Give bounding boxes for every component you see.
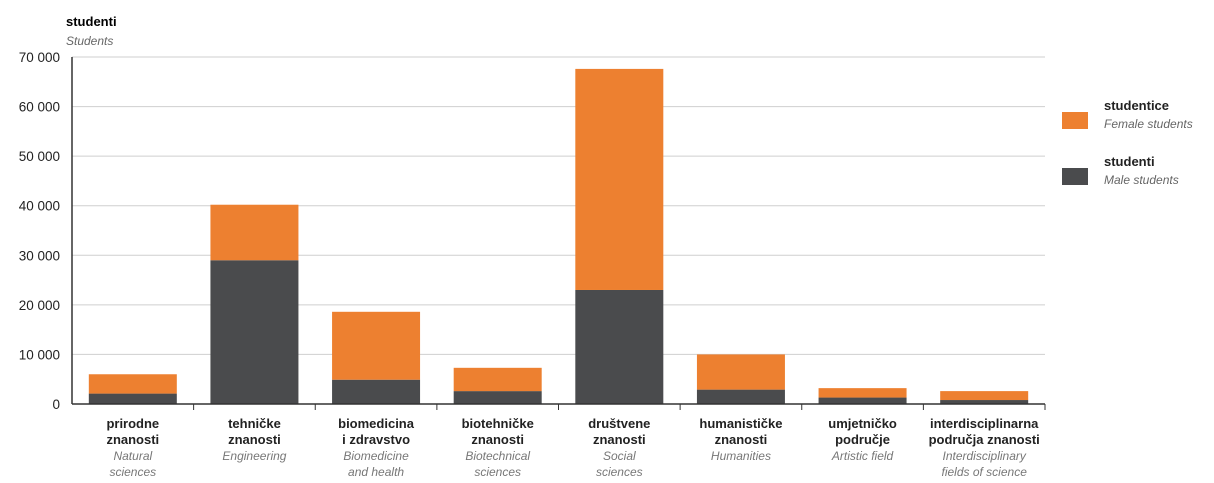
category-sublabel: sciences — [474, 465, 521, 479]
bar-female — [818, 388, 907, 398]
category-label: područja znanosti — [929, 432, 1040, 447]
bar-male — [453, 391, 542, 404]
category-label: društvene — [588, 416, 650, 431]
bar-male — [210, 260, 299, 404]
y-tick-label: 0 — [52, 397, 60, 412]
bars — [88, 68, 1029, 404]
category-label: područje — [835, 432, 890, 447]
axes — [71, 57, 1046, 410]
bar-female — [332, 311, 421, 380]
bar-female — [696, 354, 785, 390]
legend-label: studentice — [1104, 98, 1169, 113]
category-label: biomedicina — [338, 416, 415, 431]
category-sublabel: Biomedicine — [343, 449, 409, 463]
category-sublabel: Humanities — [711, 449, 771, 463]
legend-swatch — [1062, 112, 1088, 129]
y-tick-label: 70 000 — [19, 50, 60, 65]
category-sublabel: Biotechnical — [465, 449, 530, 463]
category-label: interdisciplinarna — [930, 416, 1039, 431]
y-axis-subtitle: Students — [66, 34, 113, 48]
legend-label: studenti — [1104, 154, 1155, 169]
bar-female — [88, 374, 177, 394]
legend-sublabel: Male students — [1104, 173, 1179, 187]
bar-female — [453, 367, 542, 392]
bar-male — [88, 393, 177, 404]
category-label: znanosti — [593, 432, 646, 447]
category-label: tehničke — [228, 416, 281, 431]
y-tick-label: 60 000 — [19, 100, 60, 115]
x-axis-categories: prirodneznanostiNaturalsciencestehničkez… — [106, 416, 1039, 479]
bar-male — [940, 400, 1029, 404]
bar-female — [940, 391, 1029, 401]
bar-male — [332, 379, 421, 404]
legend: studentice Female students studenti Male st… — [1062, 98, 1193, 187]
category-sublabel: and health — [348, 465, 404, 479]
y-tick-label: 10 000 — [19, 347, 60, 362]
y-axis-title: studenti — [66, 14, 117, 29]
category-sublabel: Natural — [113, 449, 152, 463]
y-tick-label: 40 000 — [19, 199, 60, 214]
y-tick-label: 50 000 — [19, 149, 60, 164]
y-tick-label: 20 000 — [19, 298, 60, 313]
category-label: znanosti — [106, 432, 159, 447]
category-sublabel: Engineering — [222, 449, 286, 463]
category-label: prirodne — [106, 416, 159, 431]
category-label: znanosti — [228, 432, 281, 447]
category-label: biotehničke — [462, 416, 534, 431]
bar-male — [818, 397, 907, 404]
category-sublabel: Artistic field — [831, 449, 894, 463]
category-sublabel: Social — [603, 449, 636, 463]
legend-swatch — [1062, 168, 1088, 185]
bar-male — [696, 389, 785, 404]
category-label: i zdravstvo — [342, 432, 410, 447]
bar-female — [575, 68, 664, 290]
y-axis-ticks: 0 10 000 20 000 30 000 40 000 50 000 60 000 70 … — [19, 50, 60, 412]
category-label: humanističke — [699, 416, 782, 431]
category-sublabel: fields of science — [941, 465, 1027, 479]
category-sublabel: sciences — [596, 465, 643, 479]
category-label: umjetničko — [828, 416, 897, 431]
category-sublabel: Interdisciplinary — [943, 449, 1027, 463]
bar-female — [210, 204, 299, 261]
legend-sublabel: Female students — [1104, 117, 1193, 131]
category-label: znanosti — [471, 432, 524, 447]
bar-male — [575, 289, 664, 404]
category-sublabel: sciences — [109, 465, 156, 479]
y-tick-label: 30 000 — [19, 248, 60, 263]
category-label: znanosti — [715, 432, 768, 447]
